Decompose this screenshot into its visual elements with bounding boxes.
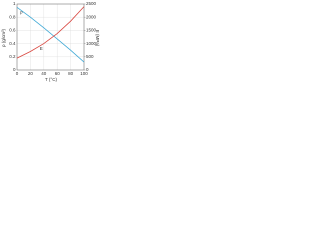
x-tick-label: 60 — [55, 71, 61, 76]
y-tick-label: 1 — [13, 1, 16, 6]
x-axis-label: T (°C) — [45, 77, 57, 82]
y-axis-label: ρ (g/cm³) — [1, 28, 6, 47]
x-tick-label: 0 — [16, 71, 19, 76]
page: {"chart_data": {"type": "line", "x_label… — [0, 0, 100, 84]
series-line — [16, 6, 85, 63]
series-line — [16, 6, 85, 59]
y2-tick-label: 1000 — [86, 41, 97, 46]
y2-axis-label: E (MPa) — [95, 30, 100, 47]
y2-tick-label: 2000 — [86, 14, 97, 19]
x-tick-label: 40 — [41, 71, 47, 76]
y2-tick-label: 500 — [86, 54, 94, 59]
y2-tick-label: 2500 — [86, 1, 97, 6]
x-tick-label: 80 — [68, 71, 74, 76]
plot-frame — [16, 3, 85, 71]
y2-tick-label: 0 — [86, 67, 89, 72]
y-tick-label: 0 — [13, 67, 16, 72]
x-tick-label: 20 — [28, 71, 34, 76]
annotation: E — [40, 46, 43, 51]
x-tick-label: 100 — [80, 71, 88, 76]
annotation: ρ — [20, 9, 23, 14]
y-tick-label: 0.4 — [9, 41, 16, 46]
y-tick-label: 0.8 — [9, 14, 16, 19]
chart: ρ (g/cm³) E (MPa) T (°C) 00.20.40.60.810… — [1, 1, 100, 82]
y-tick-label: 0.6 — [9, 28, 16, 33]
y-tick-label: 0.2 — [9, 54, 16, 59]
y2-tick-label: 1500 — [86, 28, 97, 33]
